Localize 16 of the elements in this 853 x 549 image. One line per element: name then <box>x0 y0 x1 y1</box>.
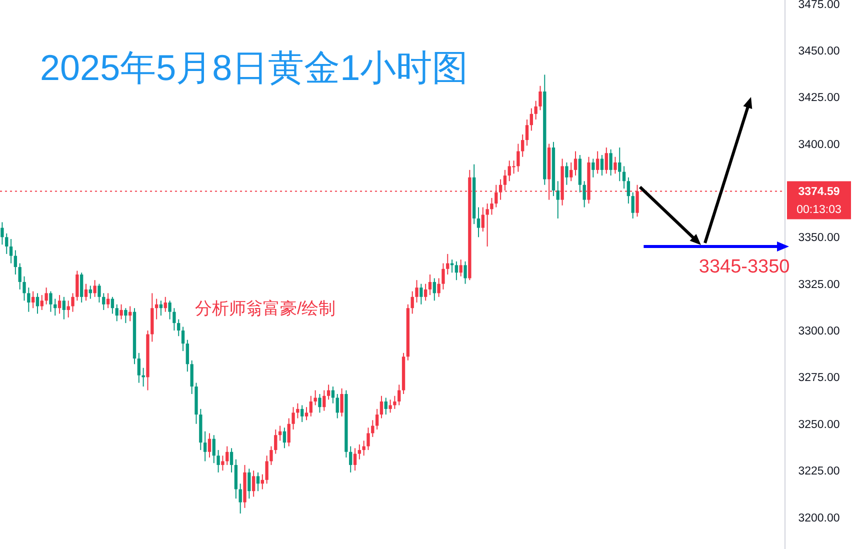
y-tick-label: 3275.00 <box>798 372 840 384</box>
text: 2025年5月8日黄金1小时图 <box>40 47 468 88</box>
y-tick-label: 3300.00 <box>798 326 840 338</box>
y-tick-label: 3225.00 <box>798 466 840 478</box>
y-tick-label: 3400.00 <box>798 138 840 151</box>
annotation: 分析师翁富豪/绘制 <box>195 299 336 318</box>
y-tick-label: 3450.00 <box>798 45 840 58</box>
y-tick-label: 3425.00 <box>798 92 840 104</box>
y-tick-label: 3250.00 <box>798 418 840 431</box>
text: 00:13:03 <box>796 204 842 216</box>
y-tick-label: 3325.00 <box>798 278 840 291</box>
y-tick-label: 3475.00 <box>798 0 840 11</box>
y-tick-label: 3200.00 <box>798 512 840 524</box>
ref-line-label: 3374.59 <box>798 186 840 198</box>
y-tick-label: 3350.00 <box>798 232 840 244</box>
legend-label: 3345-3350 <box>698 256 790 278</box>
